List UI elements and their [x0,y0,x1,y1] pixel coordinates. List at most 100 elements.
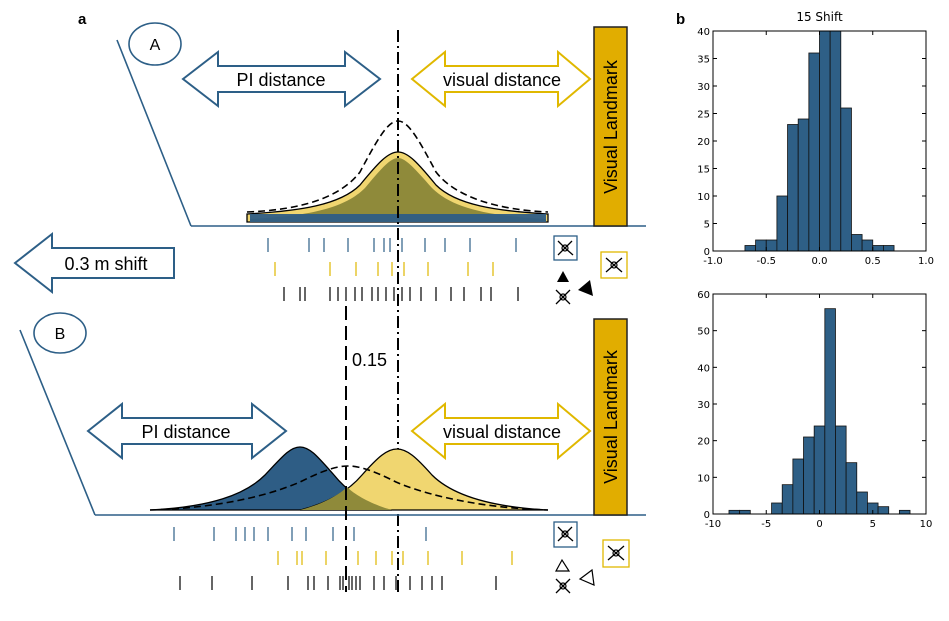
hist-bar [856,491,868,515]
neuron-icons-b [553,521,630,594]
hist-bar [877,506,890,515]
scenario-b: B PI distance visual distance Visual Lan… [19,306,646,592]
spike-row-black-b [179,576,497,590]
y-tick-label: 0 [704,247,710,258]
visual-landmark-a [593,26,628,227]
panel-a: a A PI distance visual distance Visual L… [13,11,646,594]
hist-bar [792,458,804,515]
spike-row-yellow-a [274,262,494,276]
visual-landmark-label-a: Visual Landmark [601,59,621,194]
visual-distance-arrow-a [410,49,592,109]
panel-a-label: a [78,11,87,28]
triangle-open-b-icon [578,568,595,586]
y-tick-label: 20 [697,437,710,448]
neuron-icons-a [553,235,628,305]
y-tick-label: 20 [697,137,710,148]
x-tick-label: 10 [920,519,933,530]
y-tick-label: 30 [697,400,710,411]
hist-bar [883,245,895,252]
hist-bar [728,509,741,515]
y-tick-label: 35 [697,55,710,66]
hist-bar [835,425,847,515]
hist-bar [808,52,820,252]
spike-raster-a [267,238,519,301]
hist-bar [744,245,757,252]
pi-distance-label-a: PI distance [236,70,325,90]
pi-distance-arrow-b [86,401,288,461]
triangle-filled-b-icon [578,280,593,296]
visual-landmark-label-b: Visual Landmark [601,349,621,484]
histogram-shift-15: -1.0 -0.5 0.0 0.5 1.0 0 5 10 15 20 25 30 35 40 15 Shif… [697,10,934,267]
pi-distance-arrow-a [181,49,382,109]
x-tick-label: -10 [705,519,721,530]
circle-b-label: B [55,326,66,343]
hist-bar [781,484,794,515]
y-tick-label: 40 [697,363,710,374]
triangle-open-a-icon [554,558,571,572]
circle-b [33,312,87,354]
spike-raster-b [173,527,513,590]
y-tick-label: 25 [697,110,710,121]
x-tick-label: 0 [816,519,822,530]
neuron-blue-a-icon [553,235,578,261]
circle-a [128,22,182,66]
x-tick-label: 0.0 [812,256,828,267]
neuron-yellow-b-icon [602,539,630,568]
panel-b-label: b [676,11,685,28]
visual-distance-arrow-b [410,401,592,461]
triangle-filled-a-icon [557,271,569,282]
spike-row-blue-a [267,238,517,252]
y-tick-label: 60 [697,290,710,301]
hist-title: 15 Shift [796,10,843,24]
hist-bar [840,107,852,252]
x-tick-label: -5 [761,519,771,530]
y-tick-label: 30 [697,82,710,93]
hist-bar [803,436,815,515]
wall-line-a [116,39,192,227]
hist-bar [739,509,751,515]
y-tick-label: 0 [704,510,710,521]
x-tick-label: 5 [870,519,876,530]
hist-bar [765,239,778,252]
shift-value-label: 0.15 [352,350,387,370]
y-tick-label: 10 [697,473,710,484]
hist-bar [824,308,836,515]
hist-bar [845,462,858,515]
shift-arrow [13,231,175,295]
circle-a-label: A [150,37,161,54]
hist-bar [829,30,842,252]
y-tick-label: 10 [697,192,710,203]
combined-dashed-curve-b [149,465,549,511]
neuron-yellow-a-icon [600,251,628,279]
y-tick-label: 50 [697,327,710,338]
pi-distance-label-b: PI distance [141,422,230,442]
neuron-black-b-icon [555,578,571,594]
neuron-black-a-icon [555,289,571,305]
y-tick-label: 15 [697,165,710,176]
scenario-a: A PI distance visual distance Visual Lan… [116,22,646,227]
wall-line-b [19,329,96,516]
y-tick-label: 5 [704,220,710,231]
neuron-blue-b-icon [553,521,578,548]
hist-bar [813,425,826,515]
histogram-bottom: -10 -5 0 5 10 0 10 20 30 40 50 60 [697,290,932,530]
visual-landmark-b [593,318,628,516]
hist-bar [898,509,911,515]
x-tick-label: 0.5 [865,256,881,267]
hist-bar [755,239,767,252]
spike-row-yellow-b [277,551,513,565]
shift-arrow-label: 0.3 m shift [64,254,147,274]
y-tick-label: 40 [697,27,710,38]
hist-bar [771,502,783,515]
spike-row-blue-b [173,527,427,541]
x-tick-label: 1.0 [918,256,934,267]
x-tick-label: -0.5 [756,256,776,267]
x-tick-label: -1.0 [703,256,723,267]
hist-bar [776,195,788,252]
visual-distance-label-b: visual distance [443,422,561,442]
spike-row-black-a [283,287,519,301]
visual-distance-label-a: visual distance [443,70,561,90]
hist-bar [861,239,874,252]
hist-bar [872,245,884,252]
